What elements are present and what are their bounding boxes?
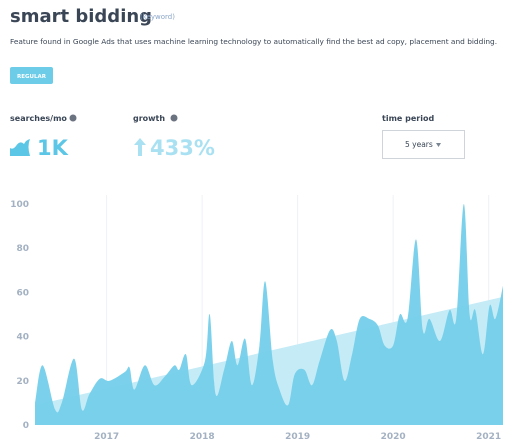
keyword-tag: (keyword) bbox=[140, 13, 175, 21]
y-tick-label: 100 bbox=[10, 200, 29, 210]
description: Feature found in Google Ads that uses ma… bbox=[10, 37, 497, 46]
y-tick-label: 80 bbox=[16, 244, 29, 254]
dropdown-arrow bbox=[436, 143, 441, 147]
keyword-title: smart bidding bbox=[10, 6, 152, 27]
time-period-label: time period bbox=[382, 114, 434, 123]
search-volume-area bbox=[35, 203, 503, 425]
time-period-value: 5 years bbox=[405, 140, 433, 149]
y-tick-label: 20 bbox=[16, 377, 29, 387]
help-icon[interactable] bbox=[69, 114, 77, 122]
help-icon[interactable] bbox=[170, 114, 178, 122]
x-tick-label: 2019 bbox=[285, 432, 310, 442]
stat-value: 433% bbox=[150, 136, 215, 160]
chart: 0 20 40 60 80 100 2017 2018 2019 2020 2021 bbox=[10, 195, 503, 442]
y-tick-label: 0 bbox=[23, 421, 29, 431]
x-tick-label: 2017 bbox=[94, 432, 119, 442]
x-tick-label: 2018 bbox=[190, 432, 215, 442]
growth-icon bbox=[134, 138, 146, 156]
badge[interactable] bbox=[10, 67, 53, 84]
x-tick-label: 2021 bbox=[476, 432, 501, 442]
stat-value: 1K bbox=[37, 136, 69, 160]
y-tick-label: 60 bbox=[16, 288, 29, 298]
stat-label: searches/mo bbox=[10, 114, 67, 123]
x-tick-label: 2020 bbox=[381, 432, 406, 442]
time-period-select[interactable] bbox=[382, 130, 465, 159]
stat-label: growth bbox=[133, 114, 165, 123]
badge-label: REGULAR bbox=[17, 74, 47, 80]
y-tick-label: 40 bbox=[16, 333, 29, 343]
searches-icon bbox=[10, 139, 30, 156]
